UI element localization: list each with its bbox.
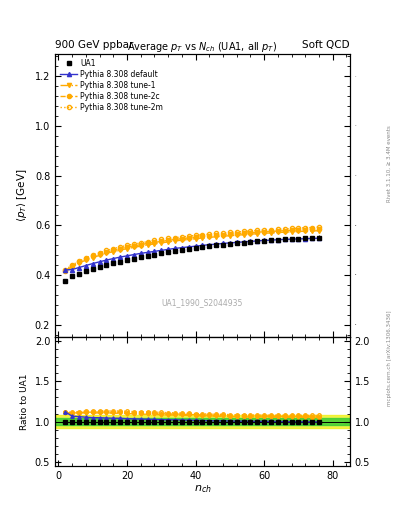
- Legend: UA1, Pythia 8.308 default, Pythia 8.308 tune-1, Pythia 8.308 tune-2c, Pythia 8.3: UA1, Pythia 8.308 default, Pythia 8.308 …: [59, 57, 165, 113]
- Bar: [55, 418, 350, 425]
- Text: Rivet 3.1.10, ≥ 3.4M events: Rivet 3.1.10, ≥ 3.4M events: [387, 125, 392, 202]
- Text: mcplots.cern.ch [arXiv:1306.3436]: mcplots.cern.ch [arXiv:1306.3436]: [387, 311, 392, 406]
- X-axis label: $n_{ch}$: $n_{ch}$: [193, 483, 211, 495]
- Title: Average $p_T$ vs $N_{ch}$ (UA1, all $p_T$): Average $p_T$ vs $N_{ch}$ (UA1, all $p_T…: [127, 39, 277, 54]
- Y-axis label: $\langle p_T \rangle$ [GeV]: $\langle p_T \rangle$ [GeV]: [15, 168, 29, 222]
- Bar: [55, 415, 350, 428]
- Text: UA1_1990_S2044935: UA1_1990_S2044935: [162, 298, 243, 308]
- Y-axis label: Ratio to UA1: Ratio to UA1: [20, 373, 29, 430]
- Text: 900 GeV ppbar: 900 GeV ppbar: [55, 40, 133, 50]
- Text: Soft QCD: Soft QCD: [302, 40, 350, 50]
